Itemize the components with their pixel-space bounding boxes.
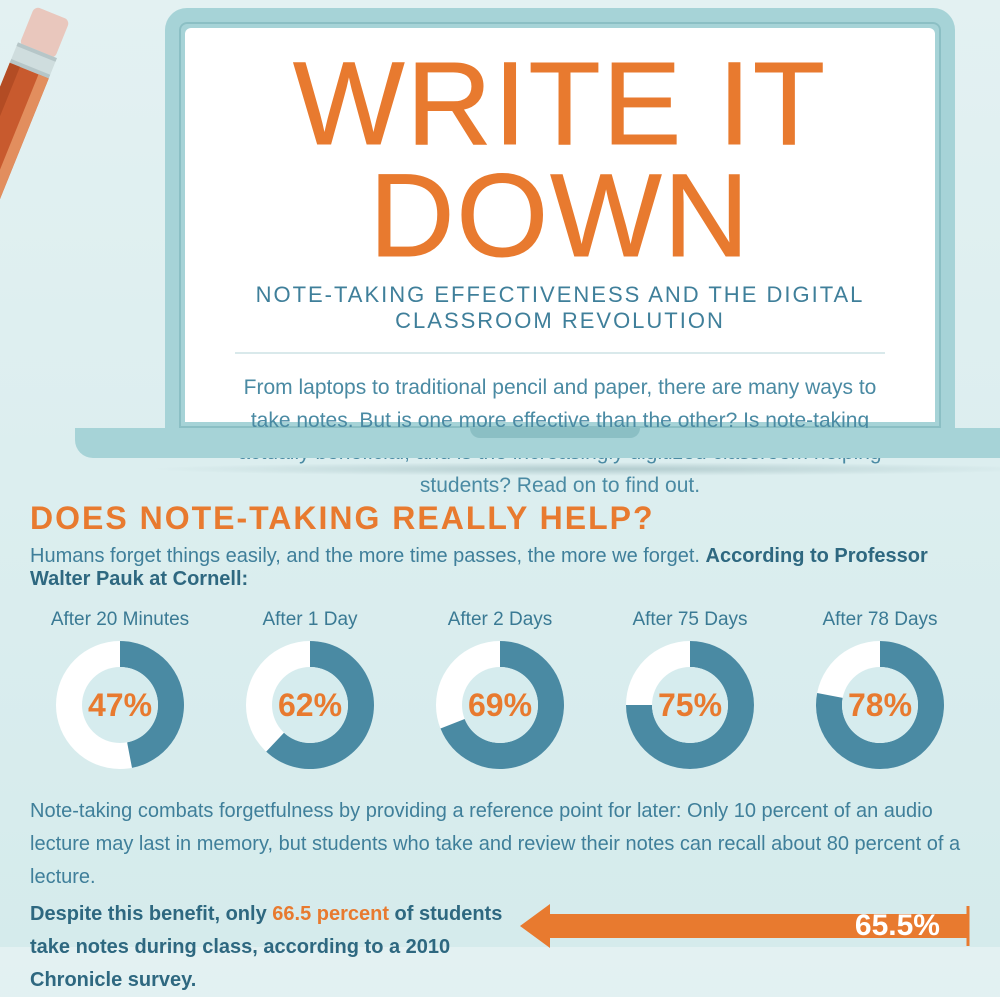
donut-label: After 20 Minutes xyxy=(30,609,210,631)
donut-chart: 75% xyxy=(626,641,754,769)
donut-item: After 2 Days 69% xyxy=(410,609,590,769)
arrow-value: 65.5% xyxy=(855,904,940,948)
para2-pre: Despite this benefit, only xyxy=(30,903,272,925)
donut-chart: 78% xyxy=(816,641,944,769)
donut-chart: 47% xyxy=(56,641,184,769)
laptop-illustration: WRITE IT DOWN NOTE-TAKING EFFECTIVENESS … xyxy=(145,8,975,476)
donut-chart: 62% xyxy=(246,641,374,769)
lead-text: Humans forget things easily, and the mor… xyxy=(30,545,706,567)
donut-value: 47% xyxy=(56,641,184,769)
page-subtitle: NOTE-TAKING EFFECTIVENESS AND THE DIGITA… xyxy=(225,282,895,334)
section-lead: Humans forget things easily, and the mor… xyxy=(30,545,970,591)
body-para-1: Note-taking combats forgetfulness by pro… xyxy=(30,795,970,894)
donut-item: After 20 Minutes 47% xyxy=(30,609,210,769)
page-title: WRITE IT DOWN xyxy=(225,48,895,272)
body-para-2: Despite this benefit, only 66.5 percent … xyxy=(30,898,506,997)
section-does-note-taking-help: DOES NOTE-TAKING REALLY HELP? Humans for… xyxy=(30,500,970,997)
donut-item: After 75 Days 75% xyxy=(600,609,780,769)
section-heading: DOES NOTE-TAKING REALLY HELP? xyxy=(30,500,970,537)
pencil-icon xyxy=(0,0,85,490)
donut-value: 78% xyxy=(816,641,944,769)
para2-highlight: 66.5 percent xyxy=(272,903,389,925)
donut-value: 75% xyxy=(626,641,754,769)
laptop-screen-inner: WRITE IT DOWN NOTE-TAKING EFFECTIVENESS … xyxy=(185,28,935,422)
laptop-base xyxy=(75,428,1000,458)
donut-chart: 69% xyxy=(436,641,564,769)
donut-item: After 1 Day 62% xyxy=(220,609,400,769)
donut-value: 69% xyxy=(436,641,564,769)
donut-label: After 78 Days xyxy=(790,609,970,631)
donut-label: After 2 Days xyxy=(410,609,590,631)
laptop-screen: WRITE IT DOWN NOTE-TAKING EFFECTIVENESS … xyxy=(165,8,955,428)
donut-label: After 75 Days xyxy=(600,609,780,631)
arrow-bar-chart: 65.5% xyxy=(520,904,970,948)
donut-label: After 1 Day xyxy=(220,609,400,631)
donut-chart-row: After 20 Minutes 47%After 1 Day 62%After… xyxy=(30,609,970,769)
divider xyxy=(235,352,885,354)
bottom-row: Despite this benefit, only 66.5 percent … xyxy=(30,898,970,997)
donut-value: 62% xyxy=(246,641,374,769)
donut-item: After 78 Days 78% xyxy=(790,609,970,769)
